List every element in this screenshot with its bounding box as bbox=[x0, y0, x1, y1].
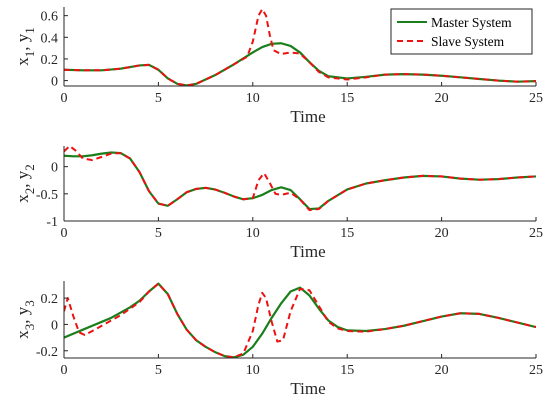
y-axis-title-part: , bbox=[13, 315, 32, 324]
master-series-line bbox=[64, 282, 536, 358]
x-tick-label: 0 bbox=[61, 226, 68, 241]
x-tick-label: 25 bbox=[529, 363, 543, 378]
y-axis-title: x2, y2 bbox=[13, 164, 37, 203]
y-tick-label: 0 bbox=[51, 161, 58, 176]
x-axis-title: Time bbox=[290, 379, 325, 398]
x-tick-label: 25 bbox=[529, 226, 543, 241]
y-axis-title-part: x bbox=[13, 330, 32, 339]
x-tick-label: 5 bbox=[155, 91, 162, 106]
y-tick-label: 0.4 bbox=[41, 31, 59, 46]
y-tick-label: 0 bbox=[51, 318, 58, 333]
y-axis-title-subscript: 3 bbox=[22, 300, 37, 307]
y-tick-label: -1 bbox=[46, 215, 58, 230]
y-axis-title-subscript: 3 bbox=[22, 324, 37, 331]
y-axis-title-subscript: 2 bbox=[22, 188, 37, 195]
y-axis-title-subscript: 2 bbox=[22, 164, 37, 171]
legend-label-master: Master System bbox=[431, 15, 512, 30]
y-axis-title-part: y bbox=[13, 170, 32, 179]
slave-series-line bbox=[64, 282, 536, 358]
y-tick-label: 0.2 bbox=[41, 53, 59, 68]
y-tick-label: 0 bbox=[51, 75, 58, 90]
x-tick-label: 10 bbox=[246, 363, 260, 378]
y-axis-title-subscript: 1 bbox=[22, 51, 37, 58]
y-axis-title-part: x bbox=[13, 194, 32, 203]
slave-series-line bbox=[64, 8, 536, 86]
legend: Master System Slave System bbox=[390, 8, 533, 55]
y-axis-title-subscript: 1 bbox=[22, 27, 37, 34]
x-tick-label: 15 bbox=[340, 226, 354, 241]
y-axis-title-part: y bbox=[13, 33, 32, 42]
x-tick-label: 25 bbox=[529, 91, 543, 106]
y-tick-label: 0.6 bbox=[41, 10, 59, 25]
x-tick-label: 15 bbox=[340, 363, 354, 378]
x-tick-label: 15 bbox=[340, 91, 354, 106]
y-axis-title-part: x bbox=[13, 57, 32, 66]
x-axis-title: Time bbox=[290, 242, 325, 261]
x-tick-label: 20 bbox=[435, 363, 449, 378]
series-group bbox=[64, 146, 536, 212]
y-axis-title-part: , bbox=[13, 42, 32, 51]
y-axis-title: x3, y3 bbox=[13, 300, 37, 339]
x-tick-label: 10 bbox=[246, 226, 260, 241]
x-tick-label: 5 bbox=[155, 363, 162, 378]
legend-label-slave: Slave System bbox=[431, 34, 505, 49]
x-tick-label: 20 bbox=[435, 91, 449, 106]
x-tick-label: 20 bbox=[435, 226, 449, 241]
y-tick-label: -0.2 bbox=[36, 345, 58, 360]
series-group bbox=[64, 8, 536, 86]
y-axis-title-part: , bbox=[13, 179, 32, 188]
legend-box bbox=[390, 8, 533, 55]
y-tick-label: -0.5 bbox=[36, 188, 58, 203]
y-axis-title-part: y bbox=[13, 306, 32, 315]
x-tick-label: 5 bbox=[155, 226, 162, 241]
slave-series-line bbox=[64, 146, 536, 212]
x-tick-label: 10 bbox=[246, 91, 260, 106]
y-axis-title: x1, y1 bbox=[13, 27, 37, 66]
series-group bbox=[64, 282, 536, 358]
x-tick-label: 0 bbox=[61, 91, 68, 106]
y-tick-label: 0.2 bbox=[41, 292, 59, 307]
x-tick-label: 0 bbox=[61, 363, 68, 378]
x-axis-title: Time bbox=[290, 107, 325, 126]
